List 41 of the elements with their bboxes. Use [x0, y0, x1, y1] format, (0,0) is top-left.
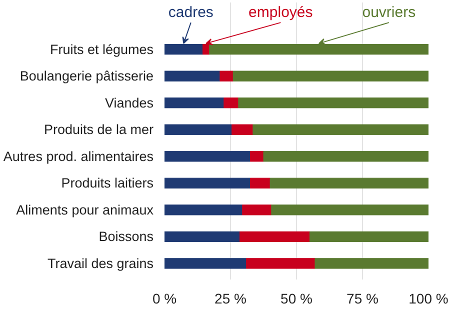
bar	[164, 204, 243, 216]
bar	[224, 98, 239, 108]
bar	[309, 231, 428, 242]
y-tick-label: Produits laitiers	[61, 176, 154, 191]
bar	[271, 204, 428, 216]
x-tick-label: 75 %	[346, 290, 378, 306]
bar	[164, 98, 224, 108]
bar	[314, 258, 428, 269]
bar	[263, 151, 428, 162]
bar	[164, 258, 247, 269]
bar	[252, 124, 428, 135]
y-tick-label: Autres prod. alimentaires	[3, 148, 154, 164]
bar	[238, 98, 428, 108]
x-tick-label: 25 %	[214, 290, 246, 306]
y-tick-label: Travail des grains	[47, 256, 154, 271]
bar	[232, 124, 254, 135]
bar	[164, 124, 232, 135]
y-tick-label: Viandes	[104, 95, 154, 110]
y-tick-label: Fruits et légumes	[50, 42, 154, 57]
series-label: ouvriers	[362, 4, 416, 22]
bar	[164, 151, 251, 162]
y-tick-label: Produits de la mer	[44, 122, 154, 138]
series-label: cadres	[168, 4, 214, 22]
bar	[220, 70, 234, 82]
y-tick-label: Boissons	[98, 229, 154, 244]
bar	[164, 178, 251, 188]
x-tick-label: 50 %	[280, 290, 312, 306]
x-tick-label: 100 %	[408, 290, 448, 306]
bar	[250, 151, 264, 162]
y-tick-label: Aliments pour animaux	[16, 202, 154, 218]
bar	[164, 231, 240, 242]
bar	[242, 204, 272, 216]
bar	[250, 178, 270, 188]
bar	[239, 231, 310, 242]
y-tick-label: Boulangerie pâtisserie	[20, 68, 154, 84]
x-tick-label: 0 %	[152, 290, 177, 306]
bar	[164, 70, 220, 82]
bar	[246, 258, 316, 269]
bar	[270, 178, 428, 188]
text: employés	[248, 4, 313, 22]
bar	[232, 70, 428, 82]
